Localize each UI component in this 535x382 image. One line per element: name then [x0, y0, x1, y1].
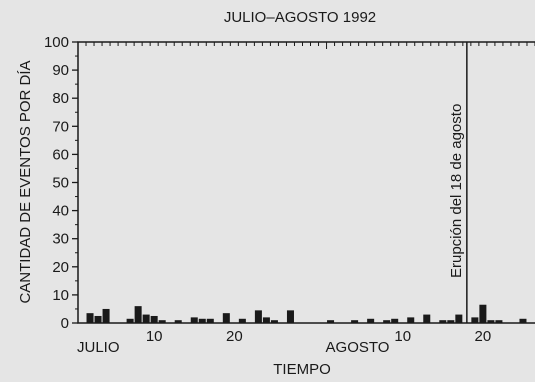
bar-1992-08-09 [391, 318, 399, 323]
x-month-label: JULIO [77, 339, 120, 356]
bar-1992-07-07 [126, 318, 134, 323]
eruption-annotation: Erupción del 18 de agosto [448, 104, 465, 278]
bar-1992-08-08 [383, 320, 391, 323]
bar-1992-08-25 [519, 318, 527, 323]
x-day-label: 20 [226, 328, 243, 345]
y-tick-label-0: 0 [61, 315, 69, 332]
bar-1992-08-19 [471, 317, 479, 323]
bar-1992-07-15 [190, 317, 198, 323]
bar-1992-07-13 [174, 320, 182, 323]
x-axis-label: TIEMPO [273, 361, 331, 378]
x-day-label: 10 [146, 328, 163, 345]
bar-1992-07-21 [238, 318, 246, 323]
bar-1992-08-16 [447, 320, 455, 323]
bar-1992-07-25 [270, 320, 278, 323]
bar-1992-07-17 [206, 318, 214, 323]
bar-1992-07-10 [150, 315, 158, 323]
x-day-label: 10 [394, 328, 411, 345]
bar-1992-08-11 [407, 317, 415, 323]
bar-1992-08-21 [487, 320, 495, 323]
y-tick-label-60: 60 [52, 146, 69, 163]
bar-1992-07-16 [198, 318, 206, 323]
y-tick-label-50: 50 [52, 175, 69, 192]
plot-frame [77, 41, 535, 324]
bar-1992-08-06 [367, 318, 375, 323]
bar-1992-07-11 [158, 320, 166, 323]
bar-1992-07-19 [222, 313, 230, 323]
x-day-label: 20 [475, 328, 492, 345]
bar-1992-08-13 [423, 314, 431, 323]
bar-1992-08-15 [439, 320, 447, 323]
bar-1992-08-20 [479, 304, 487, 323]
y-axis-label: CANTIDAD DE EVENTOS POR DÍA [17, 60, 34, 303]
y-tick-label-80: 80 [52, 90, 69, 107]
bar-1992-08-17 [455, 314, 463, 323]
y-tick-label-40: 40 [52, 203, 69, 220]
bar-1992-07-23 [254, 310, 262, 323]
bar-1992-08-01 [327, 320, 335, 323]
bar-1992-07-04 [102, 308, 110, 323]
bar-1992-07-09 [142, 314, 150, 323]
y-axis: 0 10 20 30 40 50 60 70 80 90 100 [44, 34, 78, 332]
y-tick-label-10: 10 [52, 287, 69, 304]
y-tick-label-30: 30 [52, 231, 69, 248]
bar-1992-07-27 [286, 310, 294, 323]
y-tick-label-100: 100 [44, 34, 69, 51]
x-month-label: AGOSTO [326, 339, 390, 356]
bar-1992-08-04 [351, 320, 359, 323]
bar-1992-07-02 [86, 313, 94, 323]
y-tick-label-90: 90 [52, 62, 69, 79]
bar-1992-07-24 [262, 317, 270, 323]
bar-series [86, 304, 527, 323]
bar-1992-07-08 [134, 306, 142, 323]
bar-1992-08-22 [495, 320, 503, 323]
y-tick-label-70: 70 [52, 118, 69, 135]
y-tick-label-20: 20 [52, 259, 69, 276]
bar-1992-07-03 [94, 315, 102, 323]
chart-title: JULIO–AGOSTO 1992 [224, 9, 376, 26]
